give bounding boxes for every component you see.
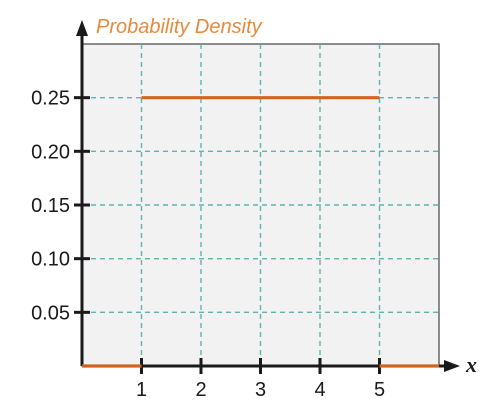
x-axis-label: x bbox=[465, 352, 477, 377]
y-tick-label: 0.25 bbox=[31, 88, 70, 110]
y-tick-label: 0.20 bbox=[31, 141, 70, 163]
chart-title: Probability Density bbox=[96, 16, 263, 38]
y-axis-arrow-icon bbox=[76, 20, 88, 36]
x-tick-label: 3 bbox=[255, 379, 266, 401]
x-tick-label: 5 bbox=[374, 379, 385, 401]
y-tick-label: 0.15 bbox=[31, 195, 70, 217]
x-tick-label: 4 bbox=[314, 379, 325, 401]
x-tick-label: 2 bbox=[195, 379, 206, 401]
x-tick-label: 1 bbox=[136, 379, 147, 401]
x-axis-arrow-icon bbox=[444, 360, 460, 372]
density-series bbox=[82, 96, 439, 368]
y-tick-label: 0.10 bbox=[31, 249, 70, 271]
ticks: 0.05 0.10 0.15 0.20 0.25 1 2 3 4 5 bbox=[31, 88, 385, 401]
y-tick-label: 0.05 bbox=[31, 302, 70, 324]
